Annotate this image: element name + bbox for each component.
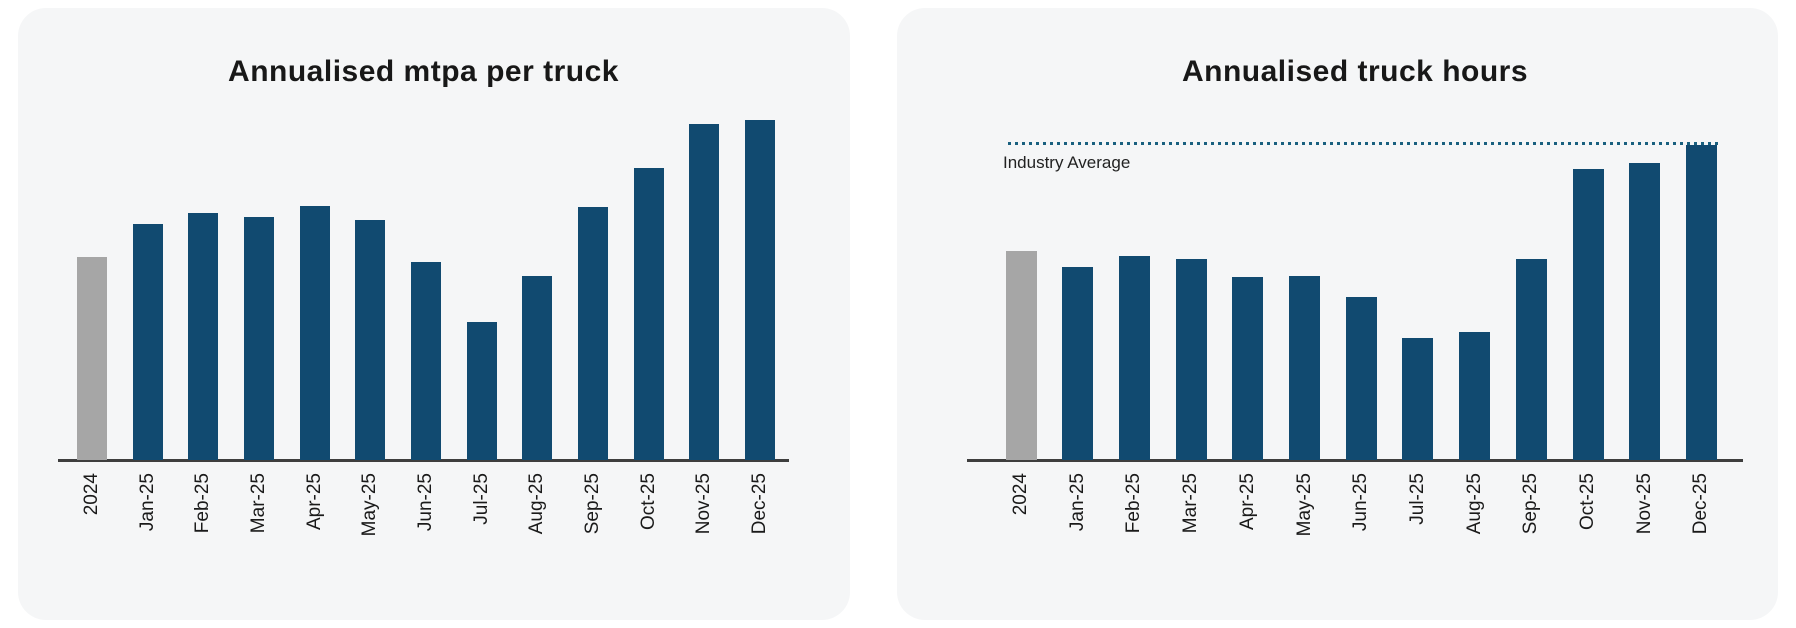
bar-sep-25 <box>578 207 609 460</box>
bar-jan-25 <box>132 224 163 460</box>
x-axis-label-dec-25: Dec-25 <box>749 473 771 535</box>
bar-may-25 <box>1289 276 1320 460</box>
bar-dec-25 <box>1685 145 1717 460</box>
chart-title-mtpa-per-truck: Annualised mtpa per truck <box>228 55 619 88</box>
x-axis-line-right-chart <box>967 459 1743 462</box>
x-axis-label-aug-25: Aug-25 <box>526 473 548 535</box>
chart-title-truck-hours: Annualised truck hours <box>1181 55 1529 88</box>
x-axis-label-sep-25: Sep-25 <box>582 473 604 535</box>
x-axis-label-jun-25: Jun-25 <box>1350 473 1372 532</box>
bar-aug-25 <box>522 276 553 460</box>
bar-feb-25 <box>188 213 219 460</box>
x-axis-label-nov-25: Nov-25 <box>693 473 715 535</box>
x-axis-label-2024: 2024 <box>1010 473 1031 516</box>
x-axis-label-aug-25: Aug-25 <box>1463 473 1485 535</box>
bar-nov-25 <box>1629 163 1661 460</box>
bar-2024 <box>1005 251 1037 460</box>
x-axis-label-feb-25: Feb-25 <box>1123 473 1145 534</box>
x-axis-label-oct-25: Oct-25 <box>1577 473 1598 531</box>
bar-jun-25 <box>411 262 442 460</box>
x-axis-label-apr-25: Apr-25 <box>1236 473 1258 531</box>
bar-oct-25 <box>633 168 664 460</box>
x-axis-label-feb-25: Feb-25 <box>192 473 214 534</box>
bar-aug-25 <box>1459 332 1491 460</box>
bar-mar-25 <box>1175 259 1207 460</box>
x-axis-label-may-25: May-25 <box>1293 473 1315 537</box>
industry-average-reference-line <box>1008 142 1718 145</box>
bar-jan-25 <box>1062 267 1094 460</box>
x-axis-label-jul-25: Jul-25 <box>470 473 492 525</box>
x-axis-label-sep-25: Sep-25 <box>1520 473 1542 535</box>
x-axis-label-2024: 2024 <box>81 473 102 516</box>
bar-dec-25 <box>745 120 776 460</box>
x-axis-label-jun-25: Jun-25 <box>415 473 437 532</box>
bar-oct-25 <box>1572 169 1604 460</box>
x-axis-label-jan-25: Jan-25 <box>1066 473 1088 532</box>
x-axis-label-apr-25: Apr-25 <box>303 473 325 531</box>
x-axis-label-dec-25: Dec-25 <box>1690 473 1712 535</box>
bar-mar-25 <box>244 217 274 460</box>
bar-jul-25 <box>1402 338 1434 460</box>
x-axis-label-oct-25: Oct-25 <box>637 473 659 531</box>
bar-apr-25 <box>1232 277 1264 460</box>
x-axis-label-jan-25: Jan-25 <box>136 473 158 532</box>
bar-apr-25 <box>299 206 330 460</box>
x-axis-label-mar-25: Mar-25 <box>1180 473 1202 534</box>
bar-may-25 <box>355 220 386 460</box>
bar-feb-25 <box>1118 256 1150 460</box>
industry-average-label: Industry Average <box>1003 153 1131 172</box>
x-axis-label-may-25: May-25 <box>359 473 381 537</box>
bar-2024 <box>77 257 107 460</box>
bar-nov-25 <box>689 124 720 460</box>
x-axis-label-jul-25: Jul-25 <box>1406 473 1428 525</box>
bar-jun-25 <box>1345 297 1377 460</box>
x-axis-line-left-chart <box>58 459 789 462</box>
bar-jul-25 <box>466 322 497 460</box>
x-axis-label-nov-25: Nov-25 <box>1633 473 1655 535</box>
x-axis-label-mar-25: Mar-25 <box>248 473 269 534</box>
bar-sep-25 <box>1515 259 1547 460</box>
